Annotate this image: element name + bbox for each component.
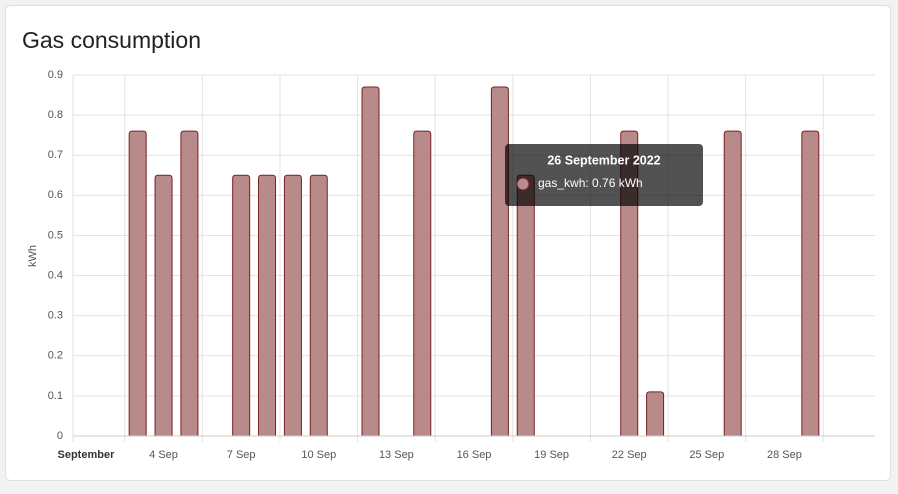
bar xyxy=(258,174,277,437)
bar xyxy=(309,174,328,437)
tooltip-label: gas_kwh: 0.76 kWh xyxy=(538,176,643,190)
y-tick-label: 0.2 xyxy=(48,350,63,362)
tooltip-title: 26 September 2022 xyxy=(547,153,660,167)
tooltip-swatch xyxy=(516,177,530,191)
card-background xyxy=(5,5,891,481)
x-tick-label: 19 Sep xyxy=(534,449,569,461)
x-tick-label: 16 Sep xyxy=(457,449,492,461)
bar xyxy=(154,174,173,437)
x-tick-label: 4 Sep xyxy=(149,449,178,461)
bar xyxy=(646,391,665,437)
x-tick-label: 13 Sep xyxy=(379,449,414,461)
plot: 0 0.1 0.2 0.3 0.4 0.5 0.6 0.7 0.8 0.9 September 4 S… xyxy=(48,69,875,461)
x-tick-label: September xyxy=(58,449,116,461)
y-tick-label: 0.8 xyxy=(48,109,63,121)
y-tick-label: 0 xyxy=(57,430,63,442)
x-tick-label: 7 Sep xyxy=(227,449,256,461)
bar xyxy=(723,130,742,437)
tooltip-box xyxy=(505,144,703,206)
y-tick-label: 0.4 xyxy=(48,269,63,281)
tooltip: 26 September 2022 gas_kwh: 0.76 kWh xyxy=(505,144,703,206)
bar xyxy=(516,174,535,437)
bar xyxy=(361,86,380,437)
bar xyxy=(180,130,199,437)
bar xyxy=(620,130,639,437)
bar xyxy=(128,130,147,437)
bar xyxy=(801,130,820,437)
y-tick-label: 0.7 xyxy=(48,149,63,161)
bar xyxy=(490,86,509,437)
bar xyxy=(232,174,251,437)
y-tick-label: 0.5 xyxy=(48,229,63,241)
x-tick-label: 22 Sep xyxy=(612,449,647,461)
bar xyxy=(413,130,432,437)
y-tick-label: 0.6 xyxy=(48,189,63,201)
card-title: Gas consumption xyxy=(22,27,201,53)
y-tick-label: 0.3 xyxy=(48,310,63,322)
y-axis-label: kWh xyxy=(27,245,39,267)
x-tick-label: 28 Sep xyxy=(767,449,802,461)
y-tick-label: 0.9 xyxy=(48,69,63,81)
x-tick-label: 25 Sep xyxy=(689,449,724,461)
x-tick-label: 10 Sep xyxy=(301,449,336,461)
bar xyxy=(283,174,302,437)
y-tick-label: 0.1 xyxy=(48,390,63,402)
